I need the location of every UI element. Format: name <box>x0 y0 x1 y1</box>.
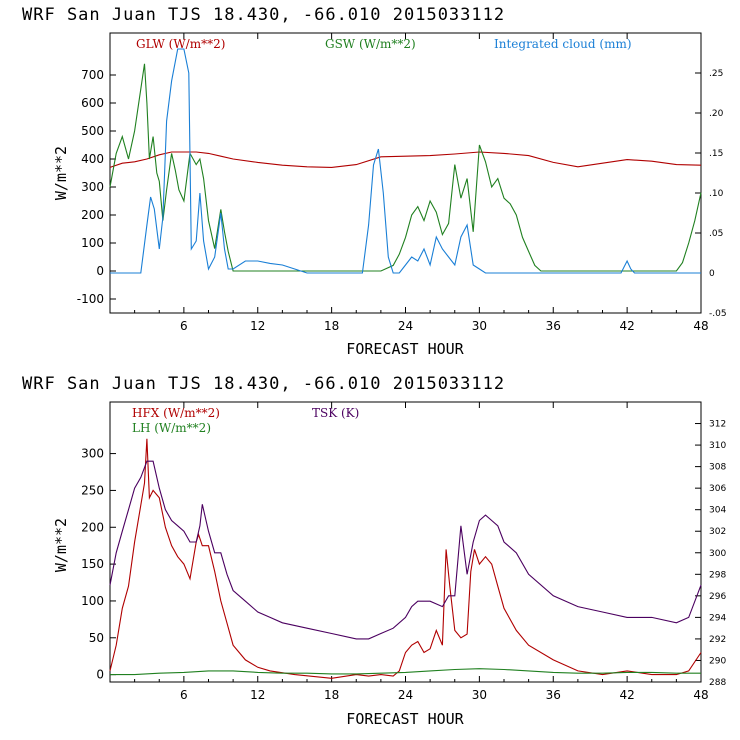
series-gsw-line <box>109 63 702 272</box>
y-tick-label: 600 <box>81 96 104 110</box>
x-tick-label: 24 <box>398 319 413 333</box>
x-tick-label: 18 <box>324 319 339 333</box>
legend-hfx: HFX (W/m**2) <box>132 406 220 420</box>
y-tick-label: 500 <box>81 124 104 138</box>
x-tick-label: 48 <box>693 688 708 702</box>
x-tick-label: 18 <box>324 688 339 702</box>
y2-tick-label: .15 <box>709 149 723 159</box>
y2-tick-label: 312 <box>709 420 726 430</box>
y2-tick-label: 290 <box>709 656 726 666</box>
x-tick-label: 42 <box>619 688 634 702</box>
legend-lh: LH (W/m**2) <box>132 421 211 435</box>
y-tick-label: 200 <box>81 208 104 222</box>
y2-tick-label: 0 <box>709 269 715 279</box>
y-tick-label: 0 <box>96 668 104 682</box>
y2-tick-label: 292 <box>709 635 726 645</box>
y2-tick-label: 288 <box>709 678 726 688</box>
bottom-chart-xlabel: FORECAST HOUR <box>346 710 464 728</box>
x-tick-label: 6 <box>180 688 188 702</box>
legend-glw: GLW (W/m**2) <box>136 37 225 51</box>
y2-tick-label: .05 <box>709 229 723 239</box>
y2-tick-label: .25 <box>709 69 723 79</box>
x-tick-label: 30 <box>472 688 487 702</box>
top-chart: WRF San Juan TJS 18.430, -66.010 2015033… <box>22 5 727 358</box>
y2-tick-label: .20 <box>709 109 724 119</box>
y2-tick-label: 294 <box>709 613 726 623</box>
x-tick-label: 36 <box>546 319 561 333</box>
y-tick-label: 200 <box>81 520 104 534</box>
bottom-chart-legend: HFX (W/m**2) LH (W/m**2) TSK (K) <box>132 406 359 435</box>
y2-tick-label: 300 <box>709 549 726 559</box>
top-chart-title: WRF San Juan TJS 18.430, -66.010 2015033… <box>22 5 505 25</box>
y-tick-label: 150 <box>81 557 104 571</box>
x-tick-label: 48 <box>693 319 708 333</box>
legend-integrated-cloud: Integrated cloud (mm) <box>494 37 632 51</box>
y-tick-label: 300 <box>81 447 104 461</box>
bottom-chart-ylabel: W/m**2 <box>52 518 70 572</box>
y2-tick-label: 306 <box>709 484 726 494</box>
legend-gsw: GSW (W/m**2) <box>325 37 416 51</box>
series-tsk-line <box>109 460 702 640</box>
y-tick-label: 300 <box>81 180 104 194</box>
series-hfx-line <box>109 438 702 679</box>
x-tick-label: 42 <box>619 319 634 333</box>
series-glw-line <box>109 151 702 168</box>
y2-tick-label: .10 <box>709 189 724 199</box>
bottom-chart: WRF San Juan TJS 18.430, -66.010 2015033… <box>22 374 726 728</box>
bottom-chart-title: WRF San Juan TJS 18.430, -66.010 2015033… <box>22 374 505 394</box>
top-chart-legend: GLW (W/m**2) GSW (W/m**2) Integrated clo… <box>136 37 632 51</box>
legend-tsk: TSK (K) <box>312 406 359 420</box>
x-tick-label: 36 <box>546 688 561 702</box>
top-chart-ylabel: W/m**2 <box>52 146 70 200</box>
y-tick-label: 100 <box>81 236 104 250</box>
series-lh-line <box>110 668 701 676</box>
y2-tick-label: 310 <box>709 441 726 451</box>
x-tick-label: 6 <box>180 319 188 333</box>
x-tick-label: 30 <box>472 319 487 333</box>
top-chart-xlabel: FORECAST HOUR <box>346 340 464 358</box>
y-tick-label: 400 <box>81 152 104 166</box>
y-tick-label: 0 <box>96 264 104 278</box>
y-tick-label: -100 <box>77 292 104 306</box>
y2-tick-label: -.05 <box>709 309 727 319</box>
x-tick-label: 12 <box>250 319 265 333</box>
y2-tick-label: 304 <box>709 506 726 516</box>
y2-tick-label: 308 <box>709 463 726 473</box>
y2-tick-label: 302 <box>709 527 726 537</box>
y-tick-label: 700 <box>81 68 104 82</box>
y-tick-label: 250 <box>81 483 104 497</box>
series-integrated-line <box>110 48 701 274</box>
y-tick-label: 50 <box>89 631 104 645</box>
x-tick-label: 12 <box>250 688 265 702</box>
bottom-plot-frame <box>109 401 702 683</box>
y2-tick-label: 296 <box>709 592 726 602</box>
y2-tick-label: 298 <box>709 570 726 580</box>
x-tick-label: 24 <box>398 688 413 702</box>
y-tick-label: 100 <box>81 594 104 608</box>
